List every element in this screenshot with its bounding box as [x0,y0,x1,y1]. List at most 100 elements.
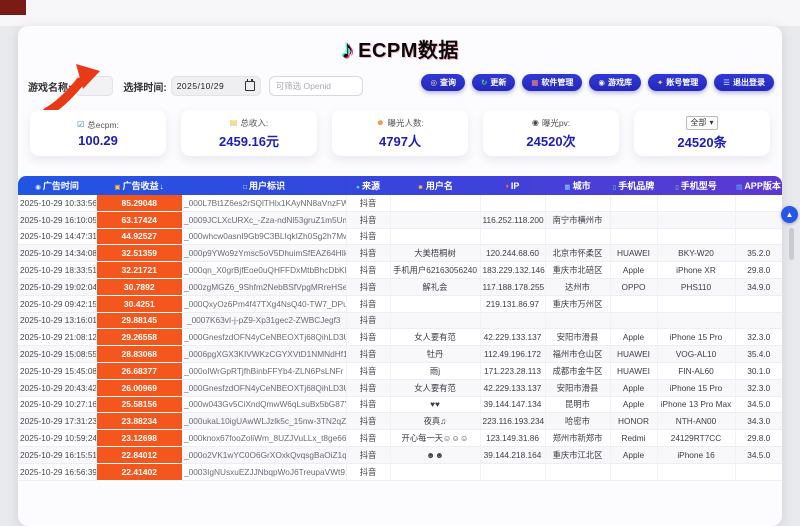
cell-model: NTH-AN00 [657,412,736,431]
table-row: 2025-10-29 10:27:16 25.58156 _000w043Gv5Ci… [18,396,782,414]
cell-model [657,295,736,313]
stat-label: 曝光人数: [387,117,424,128]
col-label: 广告收益 [122,181,159,191]
cell-model: VOG-AL10 [657,345,736,363]
table-header-row: ◉ 广告时间 ▣ 广告收益↓ □ 用户标识 ● 来源 ☻ 用户名 ♦ IP ▦ 城市 ▯ 手机品牌 ▯ 手机型号 ▤… [18,176,782,195]
cell-city: 郑州市新郑市 [545,429,611,447]
city-icon: ▦ [564,183,571,191]
cell-app-ver: 34.5.0 [735,396,782,414]
col-label: IP [510,180,520,191]
cell-city: 北京市怀柔区 [545,244,611,263]
col-header-ad-revenue[interactable]: ▣ 广告收益↓ [96,176,182,195]
cell-ip: 42.229.133.137 [480,328,546,347]
software-manage-button[interactable]: ▦ 软件管理 [522,74,583,91]
cell-username: 大美梧桐树 [390,244,481,263]
cell-city: 重庆市北碚区 [545,261,611,279]
records-filter-select[interactable]: 全部 ▾ [686,115,718,130]
col-header-ip[interactable]: ♦ IP [480,176,545,195]
cell-brand: Apple [610,261,658,279]
cell-ad-revenue: 26.00969 [96,379,182,397]
cell-brand [610,312,658,330]
cell-source: 抖音 [346,261,391,279]
cell-ad-time: 2025-10-29 09:42:15 [18,295,97,313]
table-row: 2025-10-29 10:59:24 23.12698 _000knox67foo… [18,429,782,447]
update-button[interactable]: ↻ 更新 [472,74,516,91]
money-icon: ▣ [114,183,121,191]
col-header-openid[interactable]: □ 用户标识 [182,176,346,195]
page-title: ECPM数据 [358,40,459,62]
col-label: 广告时间 [42,181,79,191]
main-panel: ♪ ECPM数据 游戏名称: 选择时间: 2025/10/29 ◎ 查询 ↻ 更… [18,26,782,526]
cell-source: 抖音 [346,446,391,464]
game-name-label: 游戏名称: [28,82,72,94]
cell-ad-revenue: 32.51359 [96,244,182,263]
cell-brand: OPPO [610,278,658,296]
cell-username: 雨j [390,362,481,380]
corner-artifact [0,0,26,15]
cell-ad-time: 2025-10-29 15:45:08 [18,362,97,380]
table-row: 2025-10-29 15:45:08 26.68377 _000oIWrGpRTj… [18,362,782,380]
col-label: 城市 [572,181,591,191]
cell-brand: HUAWEI [610,345,658,363]
cell-ad-time: 2025-10-29 10:27:16 [18,396,97,414]
date-input[interactable]: 2025/10/29 [170,76,261,96]
logout-button[interactable]: ☰ 退出登录 [714,74,774,91]
cell-ip: 39.144.147.134 [480,396,546,414]
cell-app-ver [735,295,782,313]
col-header-app-ver[interactable]: ▤ APP版本 [735,176,782,195]
stat-total-ecpm: ☑ 总ecpm: 100.29 [30,110,166,156]
stat-label: 总ecpm: [87,119,119,130]
col-header-brand[interactable]: ▯ 手机品牌 [610,176,657,195]
col-label: 用户标识 [248,181,285,191]
cell-ad-time: 2025-10-29 14:47:31 [18,228,97,246]
cell-source: 抖音 [346,195,391,212]
cell-city [545,312,611,330]
cell-city [545,228,611,246]
stat-label: 总收入: [240,117,269,128]
col-header-username[interactable]: ☻ 用户名 [390,176,480,195]
cell-openid: _000qn_X0grBjfEoe0uQHFFDxMtbBhcDbKNu [182,261,347,279]
back-to-top-button[interactable]: ▲ [781,206,798,223]
query-button[interactable]: ◎ 查询 [421,74,466,91]
game-select[interactable] [75,76,114,96]
model-icon: ▯ [675,183,679,191]
cell-username [390,228,481,246]
cell-app-ver: 34.3.0 [735,412,782,431]
cell-ip: 117.188.178.255 [480,278,546,296]
sort-desc-icon[interactable]: ↓ [159,182,164,191]
user-icon: ☻ [417,183,424,191]
cell-city: 安阳市滑县 [545,328,611,347]
cell-source: 抖音 [346,278,391,296]
col-label: 手机品牌 [618,181,655,191]
cell-openid: _000GnesfzdOFN4yCeNBEOXTj68QihLD3U7 [182,379,347,397]
cell-openid: _000knox67fooZoliWm_8UZJVuLLx_t8ge66 [182,429,347,447]
col-header-city[interactable]: ▦ 城市 [545,176,610,195]
cell-username: 牡丹 [390,345,481,363]
cell-city: 重庆市江北区 [545,446,611,464]
cell-ad-time: 2025-10-29 16:15:51 [18,446,97,464]
cell-city: 福州市仓山区 [545,345,611,363]
cell-ad-revenue: 85.29048 [96,195,182,212]
cell-openid: _000L7Bt1Z6es2rSQlTHlx1KAyNN8aVnzFWM [182,195,347,212]
scrollbar-thumb[interactable] [789,228,794,260]
cell-brand [610,228,658,246]
account-manage-button[interactable]: ✦ 账号管理 [647,74,708,91]
key-icon: ✦ [656,77,664,87]
col-header-source[interactable]: ● 来源 [346,176,390,195]
cell-openid: _0007K63vI-j-pZ9-Xp31gec2-ZWBCJegf3 [182,312,347,330]
cell-brand [610,211,658,229]
table-row: 2025-10-29 17:31:23 23.88234 _000ukaL10igU… [18,412,782,431]
cell-model [657,312,736,330]
cell-ad-time: 2025-10-29 19:02:04 [18,278,97,296]
cell-source: 抖音 [346,244,391,263]
col-header-model[interactable]: ▯ 手机型号 [657,176,735,195]
openid-filter-input[interactable] [268,76,363,96]
calendar-icon[interactable] [244,79,255,91]
col-header-ad-time[interactable]: ◉ 广告时间 [18,176,96,195]
cell-brand: Apple [610,446,658,464]
cell-source: 抖音 [346,396,391,414]
app-logo: ♪ ECPM数据 [341,34,459,63]
table-row: 2025-10-29 13:16:01 29.88145 _0007K63vI-j-… [18,312,782,330]
game-library-button[interactable]: ◉ 游戏库 [589,74,641,91]
cell-username: 夜真♫ [390,412,481,431]
